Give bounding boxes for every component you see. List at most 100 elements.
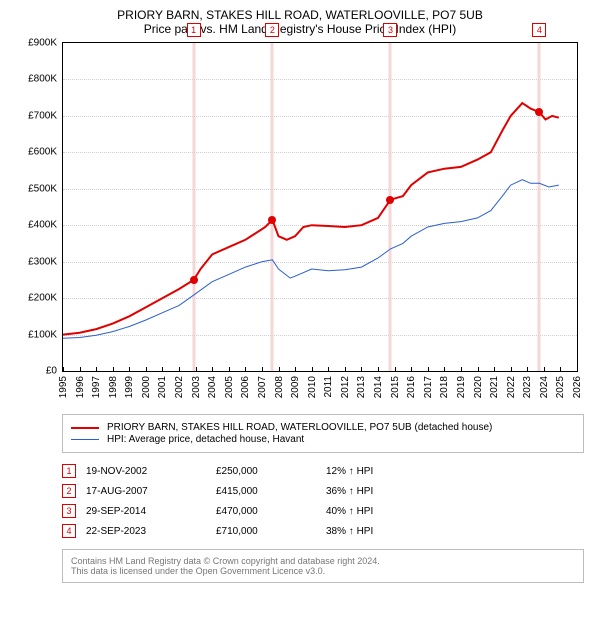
legend-box: PRIORY BARN, STAKES HILL ROAD, WATERLOOV… [62, 414, 584, 453]
gridline-h [63, 152, 577, 153]
gridline-h [63, 79, 577, 80]
x-axis-label: 2015 [390, 376, 401, 398]
plot-outer: £0£100K£200K£300K£400K£500K£600K£700K£80… [62, 42, 584, 412]
x-axis-label: 2005 [224, 376, 235, 398]
x-axis-label: 2026 [572, 376, 583, 398]
footer-line: Contains HM Land Registry data © Crown c… [71, 556, 575, 566]
transaction-marker: 1 [62, 464, 76, 478]
chart-title: PRIORY BARN, STAKES HILL ROAD, WATERLOOV… [12, 8, 588, 22]
legend-row: HPI: Average price, detached house, Hava… [71, 434, 575, 445]
gridline-h [63, 335, 577, 336]
y-axis-label: £600K [28, 147, 63, 158]
series-svg [63, 43, 577, 371]
x-axis-label: 2023 [522, 376, 533, 398]
y-axis-label: £800K [28, 74, 63, 85]
legend-label: PRIORY BARN, STAKES HILL ROAD, WATERLOOV… [107, 422, 492, 433]
x-axis-label: 2011 [323, 376, 334, 398]
gridline-h [63, 189, 577, 190]
x-axis-label: 1998 [108, 376, 119, 398]
marker-label: 1 [187, 23, 201, 37]
footer-line: This data is licensed under the Open Gov… [71, 566, 575, 576]
x-axis-label: 2003 [191, 376, 202, 398]
legend-swatch [71, 427, 99, 429]
legend-swatch [71, 439, 99, 440]
y-axis-label: £700K [28, 110, 63, 121]
x-axis-label: 2024 [539, 376, 550, 398]
x-axis-label: 2006 [240, 376, 251, 398]
x-axis-label: 2019 [456, 376, 467, 398]
transaction-price: £470,000 [216, 506, 326, 517]
x-axis-label: 2001 [157, 376, 168, 398]
series-property [63, 103, 559, 335]
marker-label: 3 [383, 23, 397, 37]
x-axis-label: 2020 [473, 376, 484, 398]
transaction-date: 19-NOV-2002 [86, 466, 216, 477]
chart-container: PRIORY BARN, STAKES HILL ROAD, WATERLOOV… [0, 0, 600, 589]
transaction-delta: 40% ↑ HPI [326, 506, 436, 517]
x-axis-label: 2021 [489, 376, 500, 398]
y-axis-label: £900K [28, 38, 63, 49]
transaction-delta: 38% ↑ HPI [326, 526, 436, 537]
y-axis-label: £500K [28, 183, 63, 194]
x-axis-label: 2009 [290, 376, 301, 398]
x-axis-label: 2022 [506, 376, 517, 398]
transaction-date: 17-AUG-2007 [86, 486, 216, 497]
x-axis-labels: 1995199619971998199920002001200220032004… [62, 372, 578, 412]
x-axis-label: 2007 [257, 376, 268, 398]
transaction-row: 1 19-NOV-2002£250,00012% ↑ HPI [62, 461, 584, 481]
transactions-table: 1 19-NOV-2002£250,00012% ↑ HPI 2 17-AUG-200… [62, 461, 584, 541]
x-axis-label: 2016 [406, 376, 417, 398]
x-axis-label: 2002 [174, 376, 185, 398]
transaction-row: 4 22-SEP-2023£710,00038% ↑ HPI [62, 521, 584, 541]
x-axis-label: 2012 [340, 376, 351, 398]
x-axis-label: 2014 [373, 376, 384, 398]
y-axis-label: £100K [28, 329, 63, 340]
series-hpi [63, 180, 559, 339]
y-axis-label: £200K [28, 293, 63, 304]
transaction-marker: 3 [62, 504, 76, 518]
transaction-price: £710,000 [216, 526, 326, 537]
footer-box: Contains HM Land Registry data © Crown c… [62, 549, 584, 583]
marker-dot [268, 216, 276, 224]
transaction-price: £250,000 [216, 466, 326, 477]
marker-band [538, 43, 541, 371]
marker-band [192, 43, 195, 371]
x-axis-label: 2017 [423, 376, 434, 398]
chart-subtitle: Price paid vs. HM Land Registry's House … [12, 22, 588, 36]
transaction-delta: 12% ↑ HPI [326, 466, 436, 477]
x-axis-label: 1995 [58, 376, 69, 398]
x-axis-label: 1997 [91, 376, 102, 398]
x-axis-label: 2018 [439, 376, 450, 398]
transaction-row: 3 29-SEP-2014£470,00040% ↑ HPI [62, 501, 584, 521]
transaction-marker: 4 [62, 524, 76, 538]
y-axis-label: £400K [28, 220, 63, 231]
x-axis-label: 2000 [141, 376, 152, 398]
legend-label: HPI: Average price, detached house, Hava… [107, 434, 304, 445]
x-axis-label: 1996 [75, 376, 86, 398]
transaction-delta: 36% ↑ HPI [326, 486, 436, 497]
gridline-h [63, 298, 577, 299]
y-axis-label: £300K [28, 256, 63, 267]
legend-row: PRIORY BARN, STAKES HILL ROAD, WATERLOOV… [71, 422, 575, 433]
x-axis-label: 2013 [356, 376, 367, 398]
transaction-price: £415,000 [216, 486, 326, 497]
transaction-date: 29-SEP-2014 [86, 506, 216, 517]
marker-dot [535, 108, 543, 116]
transaction-date: 22-SEP-2023 [86, 526, 216, 537]
marker-dot [190, 276, 198, 284]
transaction-marker: 2 [62, 484, 76, 498]
gridline-h [63, 262, 577, 263]
marker-band [389, 43, 392, 371]
plot-area: £0£100K£200K£300K£400K£500K£600K£700K£80… [62, 42, 578, 372]
x-axis-label: 1999 [124, 376, 135, 398]
gridline-h [63, 116, 577, 117]
transaction-row: 2 17-AUG-2007£415,00036% ↑ HPI [62, 481, 584, 501]
x-axis-label: 2010 [307, 376, 318, 398]
y-axis-label: £0 [46, 366, 63, 377]
x-axis-label: 2025 [555, 376, 566, 398]
gridline-h [63, 225, 577, 226]
marker-band [271, 43, 274, 371]
x-axis-label: 2008 [274, 376, 285, 398]
marker-dot [386, 196, 394, 204]
marker-label: 2 [265, 23, 279, 37]
